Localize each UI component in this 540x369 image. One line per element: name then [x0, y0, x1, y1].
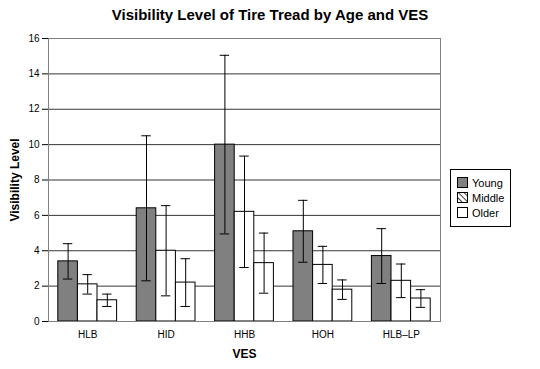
html-text:Older: Older [472, 206, 499, 219]
svg-text:0: 0 [34, 316, 40, 327]
html-text:Young: Young [472, 176, 503, 189]
svg-text:10: 10 [28, 139, 40, 150]
svg-text:HOH: HOH [312, 329, 334, 340]
svg-text:14: 14 [28, 68, 40, 79]
svg-text:2: 2 [34, 280, 40, 291]
svg-text:VES: VES [232, 347, 256, 361]
svg-text:HLB: HLB [78, 329, 98, 340]
svg-text:HLB–LP: HLB–LP [383, 329, 421, 340]
html-text:Visibility Level of Tire Tread: Visibility Level of Tire Tread by Age an… [111, 6, 429, 23]
svg-text:8: 8 [34, 174, 40, 185]
svg-text:6: 6 [34, 210, 40, 221]
svg-text:HHB: HHB [234, 329, 255, 340]
svg-text:HID: HID [157, 329, 174, 340]
svg-text:4: 4 [34, 245, 40, 256]
svg-text:Visibility Level: Visibility Level [8, 138, 22, 221]
svg-text:12: 12 [28, 103, 40, 114]
html-text:Middle: Middle [472, 191, 505, 204]
svg-text:16: 16 [28, 33, 40, 44]
